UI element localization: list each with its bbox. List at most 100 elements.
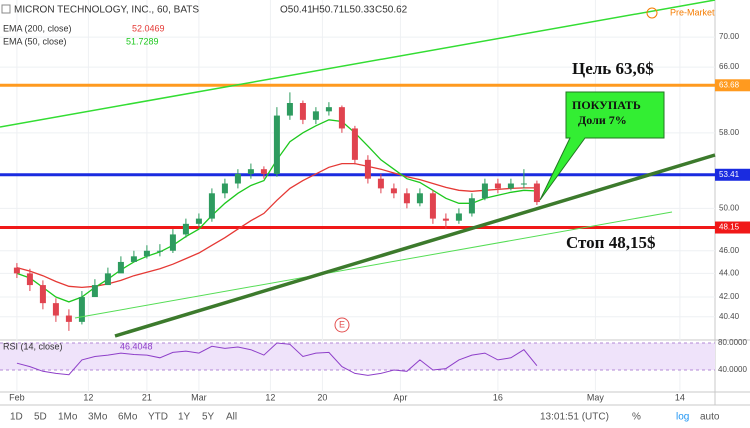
range-button[interactable]: All	[226, 412, 237, 423]
candle-body	[416, 193, 423, 204]
y-tick-label: 58.00	[719, 128, 740, 137]
ohlc-low: L50.33	[344, 5, 375, 16]
range-button[interactable]: 5D	[34, 412, 47, 423]
range-button[interactable]: 1D	[10, 412, 23, 423]
earnings-label: E	[339, 319, 345, 329]
x-tick-label: 14	[675, 392, 685, 402]
ohlc-open: O50.41	[280, 5, 313, 16]
candle-body	[403, 193, 410, 204]
ohlc-close: C50.62	[375, 5, 408, 16]
candle-body	[182, 223, 189, 235]
candle-body	[130, 256, 137, 262]
rsi-legend-value: 46.4048	[120, 341, 153, 351]
y-tick-label: 44.00	[719, 268, 740, 277]
x-tick-label: 12	[83, 392, 93, 402]
x-tick-label: 16	[493, 392, 503, 402]
range-button[interactable]: 3Mo	[88, 412, 108, 423]
candle-body	[169, 234, 176, 251]
y-tick-label: 70.00	[719, 32, 740, 41]
level-tag	[715, 221, 750, 234]
level-label: 53.41	[719, 170, 740, 179]
candle-body	[39, 285, 46, 304]
ema-legend: EMA (50, close)	[3, 36, 67, 46]
candle-body	[468, 198, 475, 214]
y-tick-label: 46.00	[719, 246, 740, 255]
callout-bubble	[539, 91, 665, 201]
candle-body	[65, 315, 72, 322]
candle-body	[520, 183, 527, 185]
candle-body	[455, 213, 462, 221]
channel-line	[0, 0, 716, 128]
pre-market: Pre-Market	[670, 7, 715, 17]
ema-line	[16, 162, 537, 289]
stop-annotation: Стоп 48,15$	[566, 233, 656, 252]
candle-body	[26, 273, 33, 286]
level-tag	[715, 168, 750, 181]
candle-body	[338, 107, 345, 129]
range-button[interactable]: 1Y	[178, 412, 191, 423]
candle-body	[481, 183, 488, 199]
x-tick-label: Apr	[393, 392, 407, 402]
candle-body	[429, 193, 436, 219]
candle-body	[52, 303, 59, 316]
callout-line: ПОКУПАТЬ	[572, 98, 641, 112]
candle-body	[117, 261, 124, 274]
support-line	[114, 153, 716, 338]
rsi-line	[16, 342, 538, 376]
candle-body	[299, 103, 306, 120]
candle-body	[143, 250, 150, 257]
level-label: 48.15	[719, 223, 740, 232]
candle-body	[325, 107, 332, 112]
symbol-title: MICRON TECHNOLOGY, INC., 60, BATS	[14, 5, 199, 16]
candle-body	[494, 183, 501, 189]
clock: 13:01:51 (UTC)	[540, 412, 609, 423]
x-tick-label: May	[587, 392, 605, 402]
callout-line: Доли 7%	[578, 113, 627, 127]
candle-body	[104, 273, 111, 286]
x-tick-label: 12	[265, 392, 275, 402]
ema-legend-value: 52.0469	[132, 23, 165, 33]
candle-body	[312, 111, 319, 120]
candle-body	[91, 285, 98, 298]
range-button[interactable]: 5Y	[202, 412, 215, 423]
ema-legend-value: 51.7289	[126, 36, 159, 46]
x-tick-label: Mar	[191, 392, 207, 402]
range-button[interactable]: YTD	[148, 412, 168, 423]
auto-toggle[interactable]: auto	[700, 412, 720, 423]
candle-body	[208, 193, 215, 219]
y-tick-label: 50.00	[719, 203, 740, 212]
candle-body	[273, 115, 280, 174]
y-tick-label: 40.40	[719, 312, 740, 321]
y-tick-label: 42.00	[719, 292, 740, 301]
percent-toggle[interactable]: %	[632, 412, 641, 423]
rsi-band	[0, 342, 715, 370]
candle-body	[364, 159, 371, 179]
range-button[interactable]: 1Mo	[58, 412, 78, 423]
candle-body	[13, 267, 20, 274]
candle-body	[442, 218, 449, 221]
candle-body	[507, 183, 514, 189]
rsi-tick-label: 80.0000	[718, 338, 747, 347]
candle-body	[286, 103, 293, 116]
candle-body	[221, 183, 228, 194]
candle-body	[351, 128, 358, 160]
candle-body	[247, 169, 254, 174]
log-toggle[interactable]: log	[676, 412, 689, 423]
y-tick-label: 66.00	[719, 62, 740, 71]
candle-body	[390, 188, 397, 194]
ohlc-high: H50.71	[312, 5, 345, 16]
range-button[interactable]: 6Mo	[118, 412, 138, 423]
candle-body	[234, 173, 241, 184]
icon[interactable]	[1, 4, 11, 14]
support-line-thin	[74, 211, 673, 319]
x-tick-label: 21	[142, 392, 152, 402]
earnings-marker[interactable]	[334, 317, 350, 333]
x-tick-label: Feb	[9, 392, 25, 402]
rsi-legend: RSI (14, close)	[3, 341, 63, 351]
ema-legend: EMA (200, close)	[3, 23, 72, 33]
level-label: 63.68	[719, 80, 740, 89]
candle-body	[156, 250, 163, 252]
clock-icon	[646, 7, 658, 19]
